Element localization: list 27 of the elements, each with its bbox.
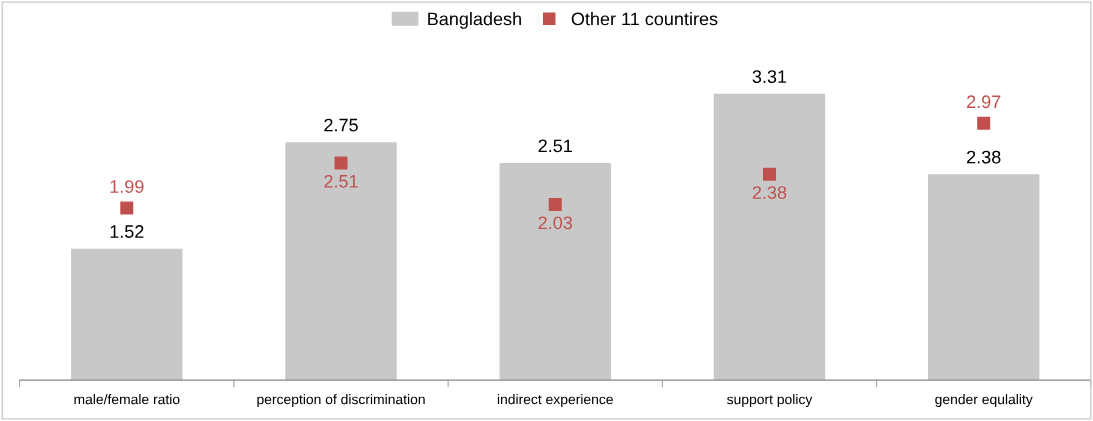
legend-label: Bangladesh bbox=[428, 12, 521, 29]
data-label: 2.38 bbox=[967, 150, 1001, 164]
point bbox=[334, 156, 348, 170]
x-tick-label: male/female ratio bbox=[74, 394, 180, 405]
point bbox=[120, 201, 134, 215]
data-label: 1.52 bbox=[110, 225, 144, 238]
data-label: 3.31 bbox=[752, 70, 787, 84]
data-label: 2.97 bbox=[967, 95, 1001, 109]
bar bbox=[713, 93, 826, 381]
legend-label: Other 11 countires bbox=[571, 12, 718, 26]
bar bbox=[499, 162, 611, 381]
point bbox=[548, 197, 562, 212]
bar bbox=[71, 248, 183, 381]
x-tick-label: indirect experience bbox=[497, 394, 613, 407]
x-tick-label: support policy bbox=[727, 394, 813, 407]
bar bbox=[928, 174, 1040, 381]
data-label: 2.51 bbox=[324, 174, 358, 188]
bar bbox=[285, 142, 397, 381]
x-tick-label: perception of discrimination bbox=[257, 394, 425, 407]
data-label: 2.03 bbox=[538, 216, 573, 230]
data-label: 2.51 bbox=[538, 139, 572, 153]
data-label: 2.75 bbox=[324, 118, 358, 132]
data-label: 1.99 bbox=[110, 180, 144, 193]
x-tick-label: gender equlality bbox=[935, 394, 1033, 407]
data-label: 2.38 bbox=[752, 186, 787, 199]
point bbox=[977, 116, 991, 130]
point bbox=[762, 167, 776, 181]
